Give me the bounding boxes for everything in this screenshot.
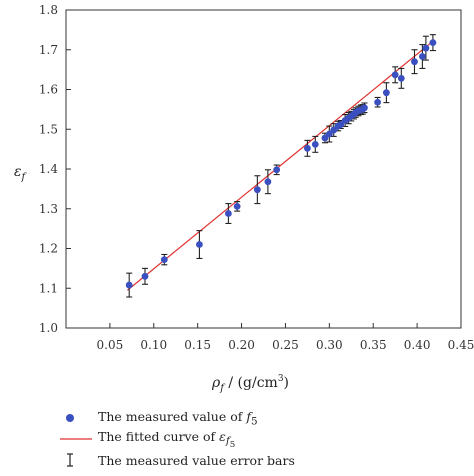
fit-line bbox=[127, 39, 436, 291]
fitted-curve bbox=[127, 39, 436, 291]
legend-measured-label: The measured value of f5 bbox=[98, 409, 258, 428]
data-point bbox=[125, 281, 133, 289]
data-point bbox=[311, 140, 319, 148]
y-tick-label: 1.1 bbox=[39, 281, 58, 295]
x-axis-label-unit: / (g/cm bbox=[224, 375, 278, 391]
legend-item-measured: The measured value of f5 bbox=[58, 408, 458, 429]
data-point bbox=[253, 186, 261, 194]
plot-frame bbox=[65, 9, 462, 329]
legend-item-fitted: The fitted curve of εf5 bbox=[58, 429, 458, 450]
y-axis-label: εf bbox=[14, 164, 28, 183]
y-tick-label: 1.0 bbox=[39, 321, 58, 335]
data-point bbox=[233, 202, 241, 210]
y-tick-label: 1.2 bbox=[39, 242, 58, 256]
data-point bbox=[141, 272, 149, 280]
data-point bbox=[422, 44, 430, 52]
y-axis-ticks: 1.0 1.1 1.2 1.3 1.4 1.5 1.6 1.7 1.8 bbox=[39, 3, 71, 335]
legend: The measured value of f5 The fitted curv… bbox=[58, 408, 458, 471]
x-tick-label: 0.05 bbox=[97, 338, 124, 352]
x-axis-label: ρf / (g/cm3) bbox=[211, 374, 289, 394]
data-point bbox=[224, 210, 232, 217]
data-point bbox=[303, 144, 311, 152]
data-points bbox=[125, 39, 437, 289]
x-tick-label: 0.35 bbox=[360, 338, 387, 352]
x-axis-label-sub: f bbox=[219, 383, 226, 394]
legend-errorbar-marker bbox=[58, 450, 98, 471]
y-axis-label-subscript: f bbox=[21, 172, 28, 183]
x-tick-label: 0.40 bbox=[404, 338, 431, 352]
data-point bbox=[337, 121, 345, 128]
data-point bbox=[429, 39, 437, 46]
legend-line-marker bbox=[58, 429, 98, 450]
error-bars bbox=[126, 34, 436, 298]
chart-plot: 0.05 0.10 0.15 0.20 0.25 0.30 0.35 0.40 0.45 1.0… bbox=[14, 3, 474, 394]
y-tick-label: 1.7 bbox=[39, 43, 58, 57]
data-point bbox=[273, 166, 281, 174]
y-tick-label: 1.8 bbox=[39, 3, 58, 17]
x-axis-label-rho: ρ bbox=[211, 375, 221, 391]
data-point bbox=[382, 89, 390, 97]
y-tick-label: 1.5 bbox=[39, 122, 58, 136]
data-point bbox=[361, 104, 368, 112]
data-point bbox=[411, 58, 418, 66]
x-axis-label-sup: 3 bbox=[278, 374, 284, 384]
data-point bbox=[330, 126, 338, 134]
x-tick-label: 0.15 bbox=[184, 338, 211, 352]
data-point bbox=[160, 256, 168, 264]
data-point bbox=[397, 74, 405, 82]
x-tick-label: 0.25 bbox=[272, 338, 299, 352]
x-tick-label: 0.20 bbox=[228, 338, 255, 352]
data-point bbox=[321, 134, 329, 142]
data-point bbox=[264, 178, 272, 186]
y-tick-label: 1.3 bbox=[39, 202, 58, 216]
y-axis-label-symbol: ε bbox=[14, 164, 22, 180]
data-point bbox=[374, 98, 382, 106]
data-point bbox=[325, 130, 333, 138]
x-tick-label: 0.45 bbox=[448, 338, 474, 352]
x-tick-label: 0.10 bbox=[140, 338, 167, 352]
legend-errorbars-label: The measured value error bars bbox=[98, 453, 295, 468]
x-axis-ticks: 0.05 0.10 0.15 0.20 0.25 0.30 0.35 0.40 0.45 bbox=[97, 323, 474, 352]
legend-item-errorbars: The measured value error bars bbox=[58, 450, 458, 471]
data-point bbox=[391, 71, 399, 79]
x-axis-label-close: ) bbox=[284, 375, 289, 391]
y-tick-label: 1.4 bbox=[39, 162, 58, 176]
legend-fitted-label: The fitted curve of εf5 bbox=[98, 428, 236, 451]
legend-point-marker bbox=[58, 408, 98, 429]
data-point bbox=[196, 241, 203, 248]
data-point bbox=[418, 53, 426, 60]
x-tick-label: 0.30 bbox=[316, 338, 343, 352]
y-tick-label: 1.6 bbox=[39, 83, 58, 97]
